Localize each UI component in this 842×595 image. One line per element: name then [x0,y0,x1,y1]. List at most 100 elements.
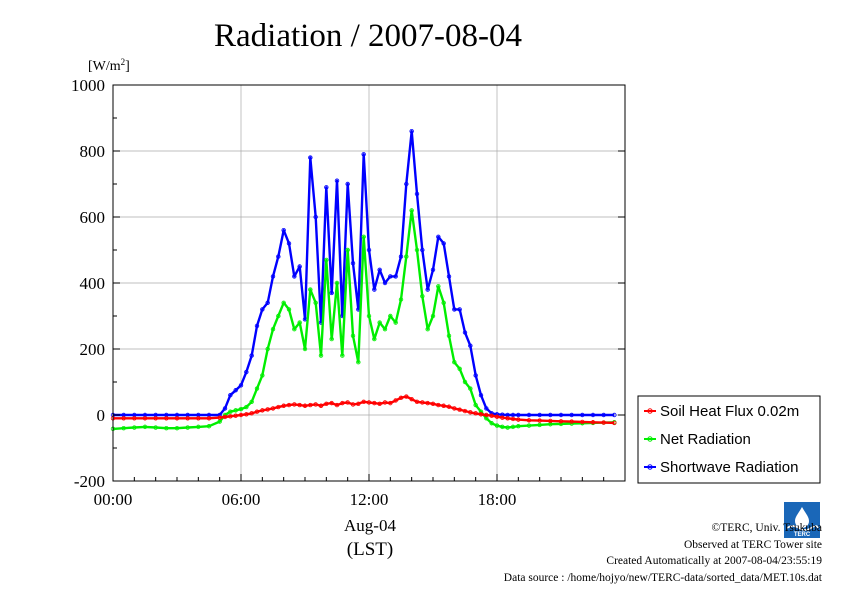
series-point [601,412,606,418]
legend-label: Shortwave Radiation [660,459,798,476]
series-point [121,416,126,421]
series-point [281,227,286,233]
series-point [526,412,532,418]
series-point [468,343,473,348]
y-tick-label: -200 [74,472,105,491]
series-point [409,396,414,402]
plot-series [110,128,617,432]
series-point [414,399,420,404]
series-point [174,416,180,421]
footer-info: ©TERC, Univ. Tsukuba Observed at TERC To… [504,520,822,586]
series-point [393,398,398,403]
series-point [174,426,180,431]
series-point [233,388,238,393]
series-point [441,300,446,305]
legend: Soil Heat Flux 0.02m Net Radiation Shortwa… [637,395,821,484]
series-point [500,415,505,420]
series-point [281,300,286,305]
series-point [142,424,148,430]
series-point [494,423,500,428]
series-line [113,129,615,417]
series-point [228,393,233,398]
series-point [244,404,249,410]
series-point [366,313,372,319]
y-tick-label: 200 [80,340,106,359]
series-point [249,411,254,416]
series-point [361,234,366,239]
series-point [254,323,260,329]
series-point [473,402,478,408]
series-point [510,424,516,430]
series-point [404,394,409,399]
series-point [276,254,281,259]
series-point [185,425,190,430]
series-point [473,373,478,378]
series-point [302,346,308,352]
series-point [324,401,329,406]
series-point [164,426,169,431]
series-point [356,360,361,365]
series-point [372,336,377,342]
series-line [112,209,615,431]
series-point [425,400,430,406]
series-point [132,416,137,421]
series-point [569,419,574,424]
series-point [548,418,553,424]
y-tick-label: 0 [97,406,106,425]
series-point [505,416,510,421]
series-point [388,313,393,319]
series-point [153,425,158,430]
series-point [142,416,148,421]
series-point [494,414,500,419]
series-point [361,399,366,404]
series-point [260,373,265,378]
series-point [601,420,606,425]
series-point [462,330,468,335]
series-point [292,402,297,407]
y-tick-label: 1000 [71,76,105,95]
legend-marker [647,408,653,414]
series-point [404,254,409,259]
legend-label: Soil Heat Flux 0.02m [660,403,799,420]
series-point [361,152,366,157]
series-point [484,412,489,418]
series-point [345,247,350,253]
legend-marker [647,464,653,470]
series-point [350,261,356,266]
series-point [452,360,457,365]
series-point [238,383,244,388]
series-point [526,418,532,423]
series-point [356,401,361,406]
series-point [478,412,484,417]
series-point [276,404,281,410]
series-point [510,416,516,422]
series-point [372,400,377,406]
series-point [548,412,553,418]
series-point [340,400,345,406]
series-point [308,155,313,160]
series-point [281,403,286,408]
series-point [377,267,382,272]
series-point [350,333,356,338]
series-point [217,415,222,420]
series-point [292,327,297,332]
series-point [345,181,350,187]
series-point [308,402,313,408]
series-point [238,412,244,418]
series-point [270,327,276,332]
series-point [489,421,494,426]
series-point [441,241,446,246]
legend-label: Net Radiation [660,431,751,448]
series-point [206,416,212,421]
series-point [590,420,596,425]
series-point [430,313,436,319]
series-point [409,208,414,213]
series-point [318,353,324,358]
series-point [590,412,596,418]
series-point [393,274,398,279]
series-point [260,408,265,413]
series-point [313,402,318,407]
x-tick-label: 06:00 [222,490,261,509]
series-point [420,247,425,253]
